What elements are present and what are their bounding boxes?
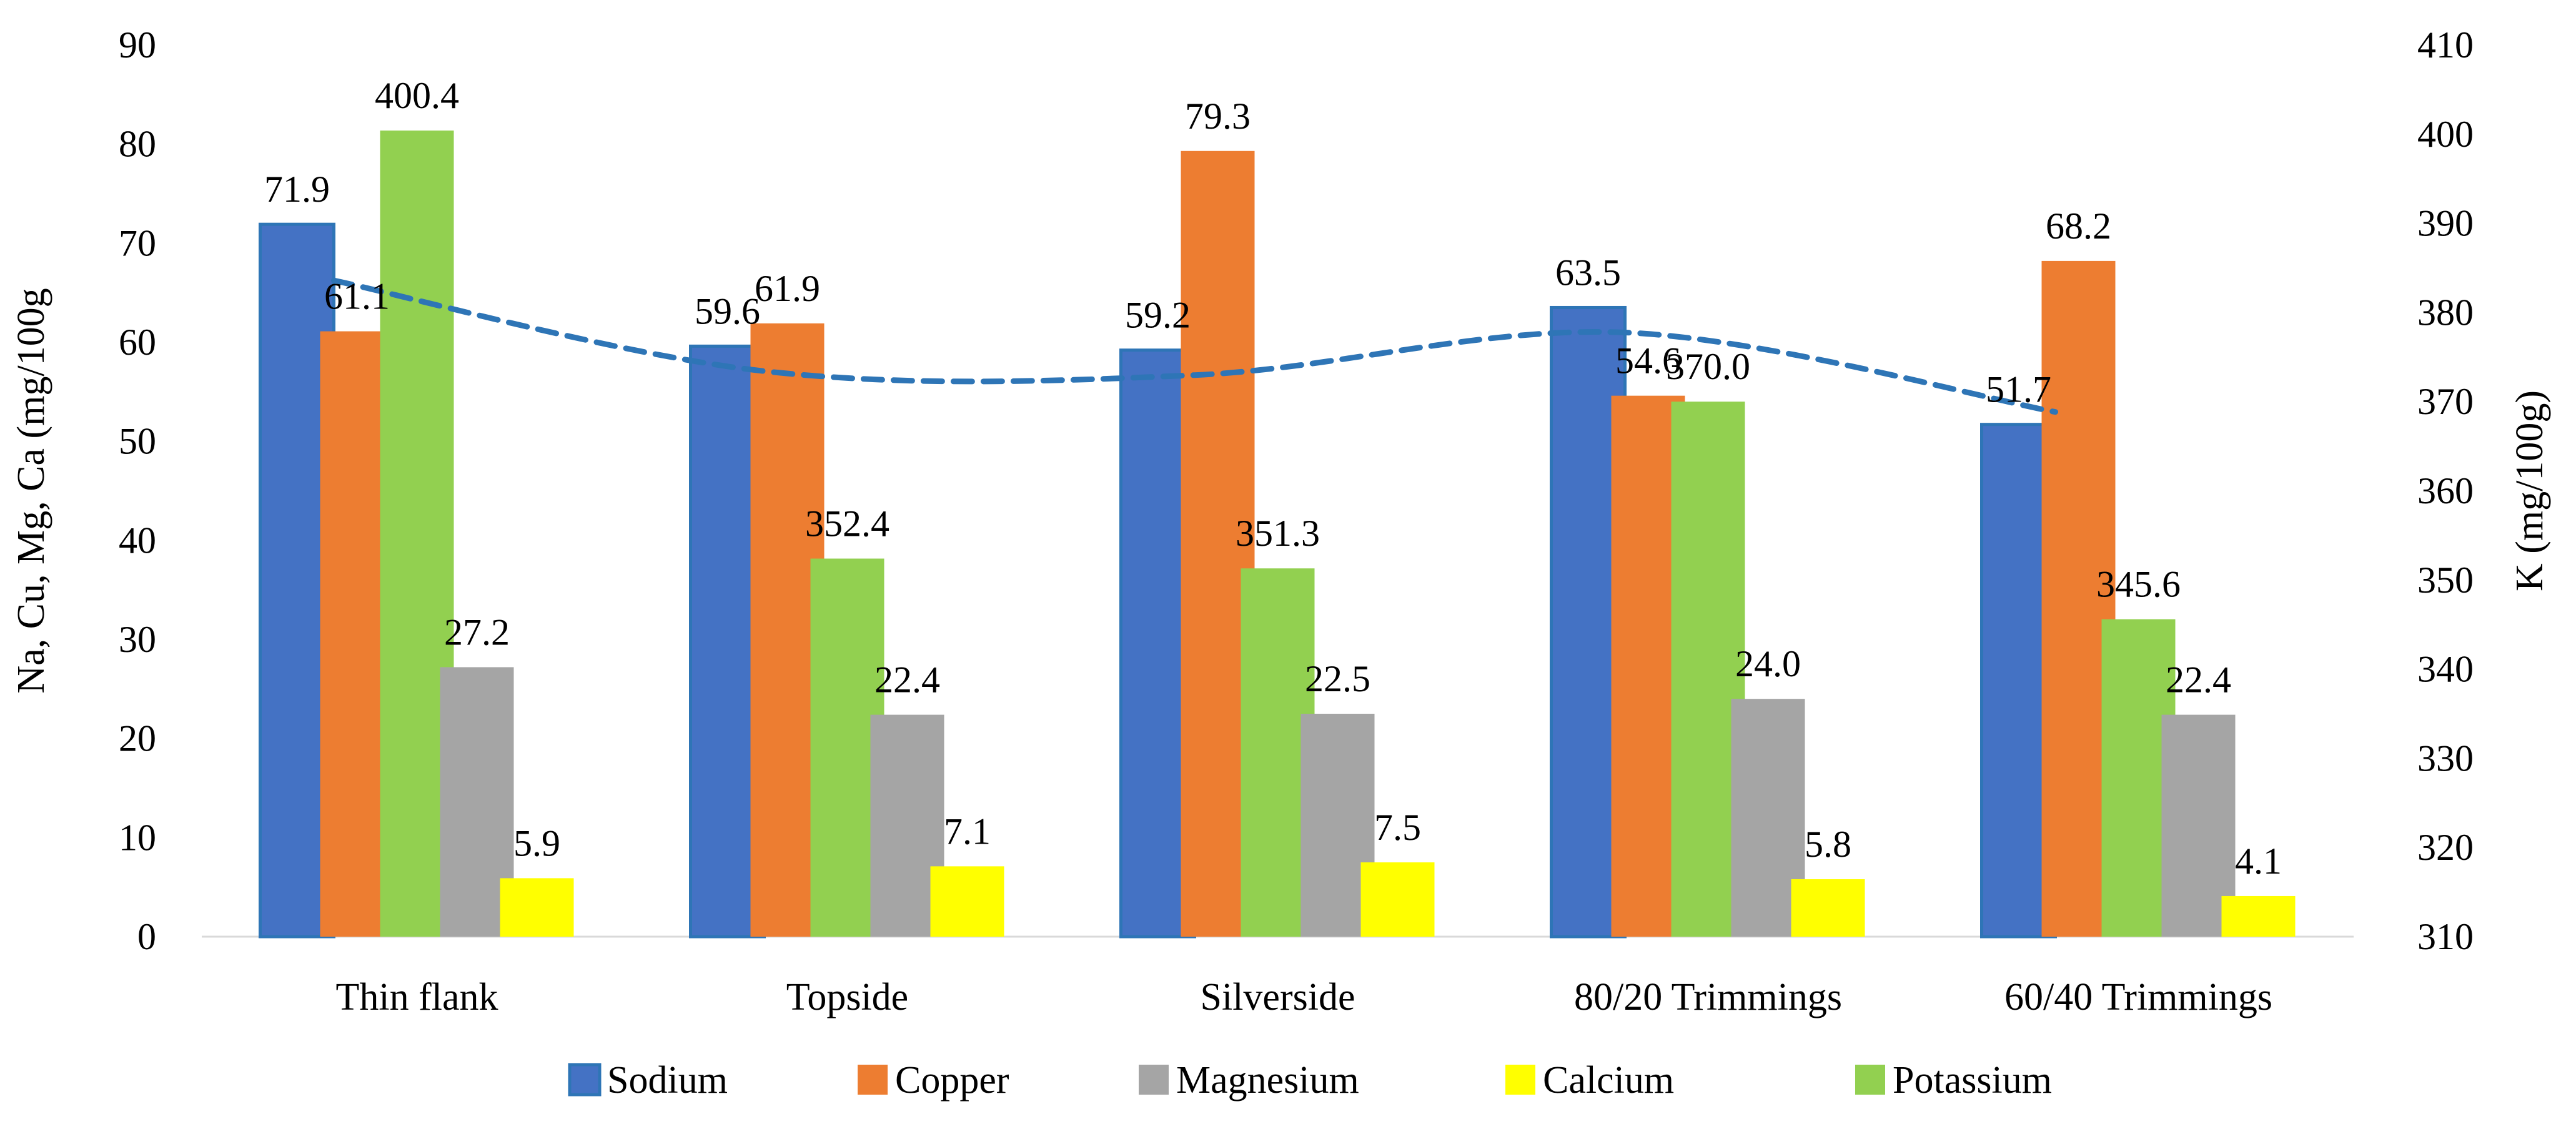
y-right-tick-label: 370	[2417, 381, 2474, 422]
bar-calcium	[500, 878, 574, 937]
data-label-calcium: 7.1	[944, 811, 991, 852]
legend-swatch-calcium	[1505, 1065, 1535, 1095]
y-left-tick-label: 40	[119, 520, 156, 561]
data-label-sodium: 63.5	[1555, 252, 1621, 293]
data-label-potassium: 370.0	[1666, 346, 1750, 387]
legend-swatch-potassium	[1855, 1065, 1885, 1095]
data-label-magnesium: 22.5	[1305, 658, 1370, 699]
y-right-axis-title: K (mg/100g)	[2509, 390, 2551, 591]
left-axis: 0 10 20 30 40 50 60 70 80 90 Na, Cu, Mg, Ca (mg/10…	[10, 24, 2354, 957]
data-label-magnesium: 24.0	[1735, 643, 1801, 684]
x-category-label: Topside	[786, 976, 908, 1018]
y-right-tick-label: 360	[2417, 470, 2474, 511]
sodium-trendline	[331, 277, 2058, 415]
data-label-potassium: 345.6	[2096, 564, 2181, 605]
x-category-label: 60/40 Trimmings	[2004, 976, 2272, 1018]
data-label-calcium: 5.9	[513, 822, 560, 864]
y-left-tick-label: 0	[137, 916, 156, 957]
legend-swatch-copper	[858, 1065, 888, 1095]
y-left-tick-label: 90	[119, 24, 156, 66]
category-labels: Thin flank Topside Silverside 80/20 Trimmin…	[336, 976, 2272, 1018]
bar-calcium	[930, 866, 1004, 937]
data-label-copper: 68.2	[2046, 205, 2111, 247]
y-left-tick-label: 20	[119, 718, 156, 759]
data-label-potassium: 351.3	[1236, 513, 1320, 554]
y-left-tick-label: 10	[119, 817, 156, 858]
legend-label-sodium: Sodium	[607, 1059, 728, 1102]
data-label-calcium: 4.1	[2235, 841, 2282, 882]
data-label-sodium: 59.2	[1125, 295, 1191, 336]
data-label-potassium: 352.4	[805, 503, 889, 545]
right-axis: 310 320 330 340 350 360 370 380 390 400 410 K (mg/1…	[2417, 24, 2551, 957]
legend-swatch-sodium	[568, 1063, 602, 1097]
y-right-tick-label: 390	[2417, 203, 2474, 244]
y-right-tick-label: 320	[2417, 827, 2474, 868]
data-label-magnesium: 27.2	[444, 611, 510, 653]
bar-calcium	[1360, 862, 1435, 937]
data-label-magnesium: 22.4	[874, 659, 940, 701]
y-right-tick-label: 340	[2417, 649, 2474, 690]
y-left-tick-label: 60	[119, 322, 156, 363]
legend-label-copper: Copper	[895, 1059, 1009, 1102]
data-label-copper: 61.1	[324, 276, 390, 317]
x-category-label: Thin flank	[336, 976, 498, 1018]
data-label-calcium: 5.8	[1805, 824, 1851, 865]
y-right-tick-label: 400	[2417, 114, 2474, 155]
y-right-tick-label: 330	[2417, 737, 2474, 779]
bars	[259, 131, 2296, 939]
data-label-copper: 54.6	[1615, 340, 1681, 382]
bar-calcium	[1791, 879, 1865, 937]
y-right-tick-label: 310	[2417, 916, 2474, 957]
x-category-label: 80/20 Trimmings	[1574, 976, 1842, 1018]
legend-label-potassium: Potassium	[1893, 1059, 2052, 1102]
legend: Sodium Copper Magnesium Calcium Potassium	[568, 1059, 2052, 1102]
y-left-tick-label: 80	[119, 124, 156, 165]
y-right-tick-label: 350	[2417, 560, 2474, 601]
data-labels: 71.9 59.6 59.2 63.5 51.7 61.1 61.9 79.3 54.6 68.2…	[264, 75, 2282, 882]
y-left-tick-label: 70	[119, 222, 156, 264]
y-left-axis-title: Na, Cu, Mg, Ca (mg/100g	[10, 288, 52, 693]
data-label-copper: 61.9	[755, 268, 820, 309]
x-category-label: Silverside	[1201, 976, 1355, 1018]
y-left-tick-label: 30	[119, 619, 156, 660]
data-label-potassium: 400.4	[375, 75, 459, 116]
y-right-tick-label: 380	[2417, 292, 2474, 333]
data-label-sodium: 71.9	[264, 169, 330, 210]
y-right-tick-label: 410	[2417, 24, 2474, 66]
data-label-calcium: 7.5	[1374, 807, 1421, 848]
legend-label-magnesium: Magnesium	[1176, 1059, 1359, 1102]
legend-label-calcium: Calcium	[1543, 1059, 1674, 1102]
legend-swatch-magnesium	[1139, 1065, 1169, 1095]
bar-calcium	[2221, 895, 2296, 937]
data-label-magnesium: 22.4	[2166, 659, 2231, 701]
trendline	[331, 277, 2058, 415]
data-label-copper: 79.3	[1185, 96, 1251, 137]
data-label-sodium: 51.7	[1986, 369, 2051, 410]
data-label-sodium: 59.6	[695, 290, 760, 332]
y-left-tick-label: 50	[119, 421, 156, 462]
